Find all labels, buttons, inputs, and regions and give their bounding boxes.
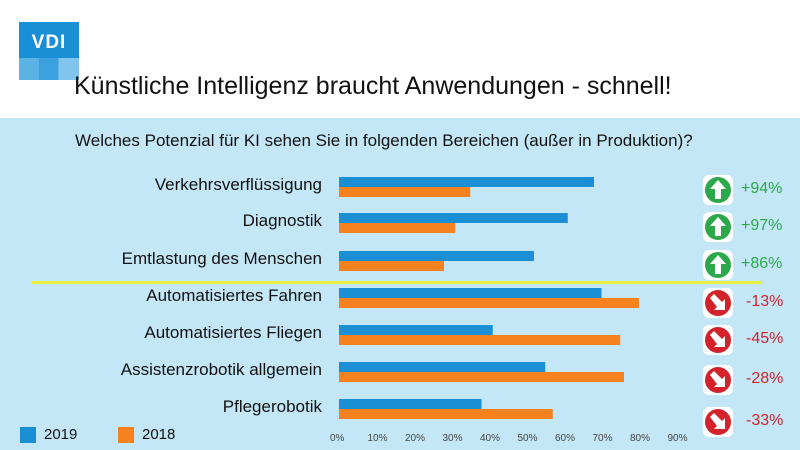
bar-2019 [339, 288, 602, 298]
category-label: Assistenzrobotik allgemein [120, 360, 322, 379]
arrow-up-icon [703, 212, 733, 242]
x-tick-label: 60% [555, 433, 576, 444]
x-tick-label: 40% [480, 433, 501, 444]
bar-2018 [339, 187, 471, 197]
logo-text: VDI [31, 32, 67, 53]
header: VDI Künstliche Intelligenz braucht Anwen… [0, 0, 800, 118]
category-label: Automatisiertes Fliegen [144, 323, 322, 342]
change-label: -28% [746, 370, 784, 387]
bar-2019 [339, 213, 568, 223]
bar-2019 [339, 177, 594, 187]
x-tick-label: 30% [442, 433, 463, 444]
x-tick-label: 90% [667, 433, 688, 444]
arrow-down-right-icon [703, 407, 733, 437]
x-tick-label: 70% [592, 433, 613, 444]
page-title: Künstliche Intelligenz braucht Anwendung… [74, 72, 672, 100]
bar-2018 [339, 261, 444, 271]
x-tick-label: 10% [367, 433, 388, 444]
bar-2018 [339, 372, 624, 382]
bar-2019 [339, 399, 482, 409]
arrow-up-icon [703, 250, 733, 280]
legend-label-2019: 2019 [44, 426, 78, 443]
change-label: +86% [741, 255, 783, 272]
bar-2018 [339, 298, 639, 308]
x-tick-label: 0% [330, 433, 345, 444]
bar-2018 [339, 409, 553, 419]
bar-2018 [339, 223, 456, 233]
change-label: -45% [746, 330, 784, 347]
category-label: Emtlastung des Menschen [121, 249, 322, 268]
category-label: Diagnostik [242, 211, 322, 230]
legend-swatch-2018 [118, 427, 134, 443]
arrow-down-right-icon [703, 365, 733, 395]
legend-label-2018: 2018 [142, 426, 176, 443]
bar-2019 [339, 362, 546, 372]
change-label: -13% [746, 293, 784, 310]
category-label: Pflegerobotik [222, 397, 322, 416]
bar-2019 [339, 251, 534, 261]
bar-2018 [339, 335, 621, 345]
chart-panel [0, 118, 800, 450]
x-tick-label: 50% [517, 433, 538, 444]
logo-stripe [19, 58, 79, 80]
x-tick-label: 20% [405, 433, 426, 444]
arrow-down-right-icon [703, 288, 733, 318]
bar-2019 [339, 325, 493, 335]
category-label: Automatisiertes Fahren [146, 286, 322, 305]
change-label: +97% [741, 217, 783, 234]
change-label: -33% [746, 412, 784, 429]
chart-question: Welches Potenzial für KI sehen Sie in fo… [75, 131, 693, 150]
x-tick-label: 80% [630, 433, 651, 444]
arrow-up-icon [703, 175, 733, 205]
category-label: Verkehrsverflüssigung [154, 175, 322, 194]
legend-swatch-2019 [20, 427, 36, 443]
arrow-down-right-icon [703, 325, 733, 355]
change-label: +94% [741, 180, 783, 197]
divider-line [32, 281, 762, 284]
